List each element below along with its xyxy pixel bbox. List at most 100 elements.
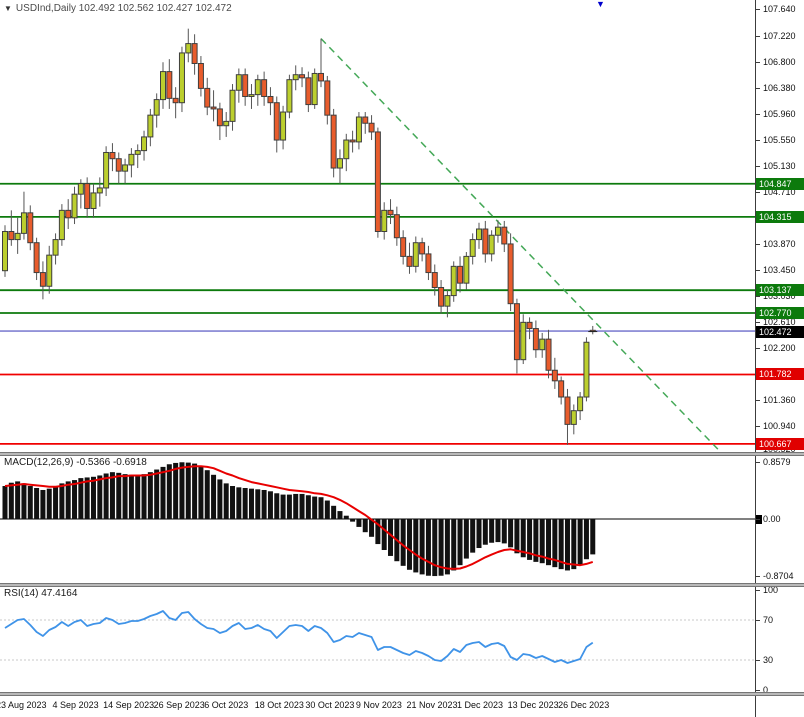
price-level-badge: 102.770 (756, 307, 804, 319)
candle-body (513, 303, 520, 361)
macd-histogram-bar (261, 489, 267, 519)
macd-histogram-bar (546, 519, 552, 566)
macd-histogram-bar (97, 475, 103, 519)
candle-body (425, 253, 432, 274)
candle-body (305, 77, 312, 106)
macd-histogram-bar (217, 479, 223, 519)
candle-body (191, 43, 198, 65)
candle-body (539, 338, 546, 351)
macd-histogram-bar (463, 519, 469, 559)
candle-body (128, 153, 135, 166)
y-axis-tick-label: 104.710 (763, 186, 796, 197)
x-axis-tick-label: 13 Dec 2023 (507, 700, 559, 710)
x-axis-tick-label: 26 Dec 2023 (558, 700, 610, 710)
y-axis-tick-mark (756, 139, 760, 141)
macd-histogram-bar (90, 476, 96, 519)
macd-histogram-bar (248, 488, 254, 519)
macd-histogram-bar (173, 462, 179, 519)
candle-body (52, 239, 59, 256)
y-axis-tick-mark (756, 61, 760, 63)
macd-histogram-bar (78, 478, 84, 519)
macd-histogram-bar (388, 519, 394, 556)
macd-histogram-bar (305, 495, 311, 519)
y-axis-tick-mark (756, 191, 760, 193)
y-axis-tick-label: 103.030 (763, 291, 796, 302)
candle-body (58, 209, 65, 241)
y-axis-tick-mark (756, 322, 760, 324)
macd-histogram-bar (274, 493, 280, 519)
macd-pane[interactable] (0, 456, 755, 583)
y-axis-tick-label: 0.8579 (763, 456, 791, 467)
y-axis-tick-mark (756, 575, 760, 577)
macd-histogram-bar (230, 486, 236, 519)
candle-body (419, 242, 426, 255)
macd-histogram-bar (318, 497, 324, 519)
macd-indicator-label: MACD(12,26,9) -0.5366 -0.6918 (4, 457, 147, 468)
candle-body (507, 243, 514, 305)
candle-body (292, 74, 299, 81)
pane-separator[interactable] (0, 583, 804, 587)
x-axis-tick-label: 21 Nov 2023 (406, 700, 458, 710)
y-axis-tick-mark (756, 518, 760, 520)
rsi-indicator-label: RSI(14) 47.4164 (4, 588, 78, 599)
candle-body (254, 79, 261, 96)
candle-body (280, 111, 287, 141)
pane-separator[interactable] (0, 692, 804, 696)
macd-histogram-bar (324, 500, 330, 519)
macd-histogram-bar (406, 519, 412, 570)
candle-body (185, 43, 192, 54)
y-axis-tick-label: 70 (763, 614, 774, 625)
y-axis-tick-mark (756, 87, 760, 89)
candle-body (349, 139, 356, 143)
y-axis-tick-mark (756, 426, 760, 428)
macd-histogram-bar (34, 487, 40, 519)
macd-histogram-bar (533, 519, 539, 562)
candle-body (14, 232, 21, 241)
macd-histogram-bar (558, 519, 564, 570)
candle-body (96, 187, 103, 194)
y-axis-tick-mark (756, 9, 760, 11)
chart-shift-marker-icon[interactable]: ▼ (596, 0, 605, 9)
y-axis-tick-label: 107.220 (763, 30, 796, 41)
candle-body (216, 108, 223, 127)
candle-body (178, 52, 185, 104)
x-axis-tick-label: 30 Oct 2023 (305, 700, 355, 710)
y-axis-tick-label: 100 (763, 584, 779, 595)
x-axis-tick-label: 4 Sep 2023 (52, 700, 99, 710)
candle-body (115, 158, 122, 172)
candle-body (343, 139, 350, 160)
candle-body (374, 131, 381, 233)
candle-body (204, 87, 211, 108)
pane-separator[interactable] (0, 452, 804, 456)
macd-histogram-bar (312, 496, 318, 519)
macd-histogram-bar (160, 466, 166, 519)
symbol-dropdown-icon[interactable]: ▼ (4, 4, 12, 13)
candle-body (494, 226, 501, 236)
candle-body (147, 114, 154, 138)
candle-body (570, 410, 577, 425)
macd-histogram-bar (482, 519, 488, 545)
macd-histogram-bar (59, 483, 65, 519)
macd-histogram-bar (514, 519, 520, 554)
y-axis-tick-mark (756, 114, 760, 116)
candle-body (362, 116, 369, 124)
macd-histogram-bar (539, 519, 545, 564)
y-axis-tick-label: 0.00 (763, 513, 781, 524)
candle-body (134, 150, 141, 155)
macd-histogram-bar (128, 474, 134, 519)
price-axis[interactable]: 107.640 107.220 106.800 106.380 105.960 105.5… (755, 0, 804, 717)
macd-histogram-bar (179, 462, 185, 519)
candle-body (267, 95, 274, 104)
candle-body (311, 72, 318, 106)
macd-histogram-bar (109, 472, 115, 519)
y-axis-tick-label: 105.960 (763, 109, 796, 120)
candle-body (463, 255, 470, 284)
macd-histogram-bar (72, 480, 78, 519)
candle-body (387, 209, 394, 216)
candle-body (273, 102, 280, 141)
date-axis[interactable]: 23 Aug 2023 4 Sep 2023 14 Sep 2023 26 Sep 2… (0, 692, 755, 717)
price-pane[interactable] (0, 0, 755, 452)
rsi-pane[interactable] (0, 587, 755, 692)
y-axis-tick-mark (756, 296, 760, 298)
